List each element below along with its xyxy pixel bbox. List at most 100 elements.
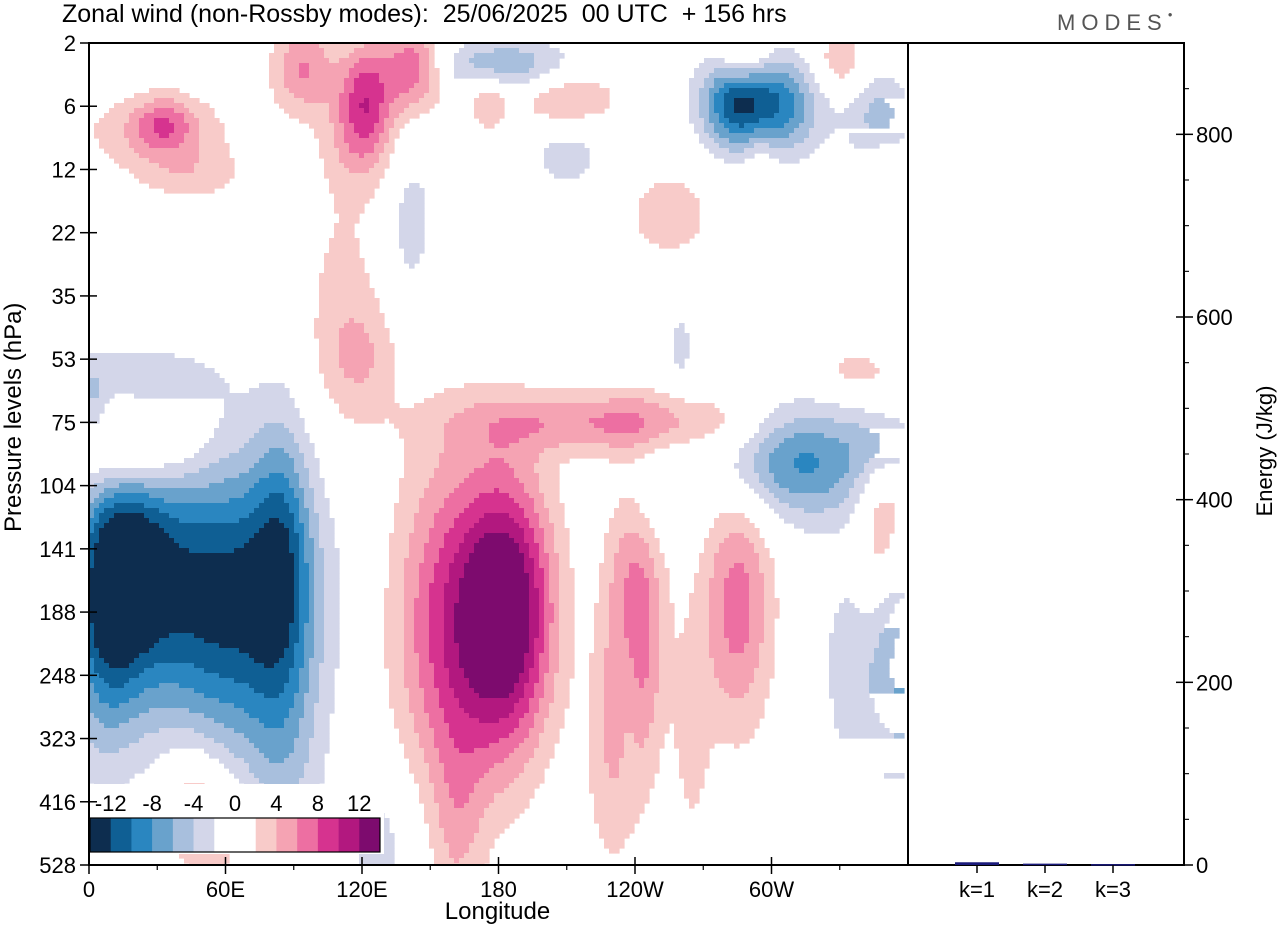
heatmap-cell xyxy=(339,113,350,119)
heatmap-cell xyxy=(754,673,775,679)
heatmap-cell xyxy=(724,613,750,619)
heatmap-cell xyxy=(419,58,430,64)
heatmap-cell xyxy=(704,143,720,149)
heatmap-cell xyxy=(289,678,300,684)
heatmap-cell xyxy=(219,698,295,704)
heatmap-cell xyxy=(589,673,605,679)
heatmap-cell xyxy=(539,453,645,459)
heatmap-cell xyxy=(824,53,855,59)
heatmap-cell xyxy=(459,653,525,659)
heatmap-cell xyxy=(544,588,550,594)
heatmap-cell xyxy=(529,588,540,594)
heatmap-cell xyxy=(524,763,550,769)
heatmap-cell xyxy=(404,603,415,609)
heatmap-cell xyxy=(709,73,750,79)
heatmap-cell xyxy=(559,638,575,644)
heatmap-cell xyxy=(384,618,405,624)
heatmap-cell xyxy=(534,578,545,584)
heatmap-cell xyxy=(419,653,430,659)
heatmap-cell xyxy=(544,568,550,574)
heatmap-cell xyxy=(544,498,560,504)
heatmap-cell xyxy=(709,593,725,599)
heatmap-cell xyxy=(444,448,545,454)
heatmap-cell xyxy=(544,598,550,604)
heatmap-cell xyxy=(99,693,140,699)
heatmap-cell xyxy=(344,368,370,374)
heatmap-cell xyxy=(609,613,625,619)
heatmap-cell xyxy=(369,338,390,344)
heatmap-cell xyxy=(429,833,445,839)
heatmap-cell xyxy=(464,853,490,859)
heatmap-cell xyxy=(149,143,180,149)
heatmap-cell xyxy=(499,738,525,744)
heatmap-cell xyxy=(289,113,330,119)
heatmap-cell xyxy=(679,773,705,779)
heatmap-cell xyxy=(394,98,420,104)
heatmap-cell xyxy=(529,623,540,629)
heatmap-cell xyxy=(429,88,440,94)
heatmap-cell xyxy=(309,748,330,754)
heatmap-cell xyxy=(544,548,555,554)
heatmap-cell xyxy=(324,378,355,384)
heatmap-cell xyxy=(449,678,470,684)
heatmap-cell xyxy=(404,198,425,204)
heatmap-cell xyxy=(429,633,445,639)
heatmap-cell xyxy=(549,648,560,654)
heatmap-cell xyxy=(814,468,850,474)
heatmap-cell xyxy=(444,598,460,604)
heatmap-cell xyxy=(419,583,430,589)
heatmap-cell xyxy=(534,508,550,514)
heatmap-cell xyxy=(249,513,295,519)
heatmap-cell xyxy=(314,623,325,629)
heatmap-cell xyxy=(879,633,900,639)
heatmap-cell xyxy=(239,448,270,454)
heatmap-cell xyxy=(169,633,195,639)
heatmap-cell xyxy=(404,258,420,264)
heatmap-cell xyxy=(689,603,710,609)
heatmap-cell xyxy=(534,538,545,544)
heatmap-cell xyxy=(344,138,380,144)
heatmap-cell xyxy=(489,768,525,774)
heatmap-cell xyxy=(384,93,400,99)
heatmap-cell xyxy=(499,488,525,494)
heatmap-cell xyxy=(144,733,205,739)
heatmap-cell xyxy=(489,438,520,444)
heatmap-cell xyxy=(439,458,490,464)
heatmap-cell xyxy=(649,548,660,554)
heatmap-cell xyxy=(269,73,285,79)
heatmap-cell xyxy=(344,78,355,84)
heatmap-cell xyxy=(119,748,170,754)
heatmap-cell xyxy=(379,118,385,124)
energy-tick-label: 0 xyxy=(1196,853,1208,878)
heatmap-cell xyxy=(414,713,430,719)
bar-category-label: k=1 xyxy=(959,877,995,902)
heatmap-cell xyxy=(539,523,555,529)
heatmap-cell xyxy=(604,413,640,419)
heatmap-cell xyxy=(464,43,550,49)
heatmap-cell xyxy=(94,683,110,689)
heatmap-cell xyxy=(539,418,590,424)
heatmap-cell xyxy=(634,668,650,674)
heatmap-cell xyxy=(649,728,670,734)
heatmap-cell xyxy=(794,113,805,119)
heatmap-cell xyxy=(864,468,875,474)
heatmap-cell xyxy=(644,423,680,429)
heatmap-cell xyxy=(299,573,310,579)
heatmap-cell xyxy=(394,718,415,724)
heatmap-cell xyxy=(479,818,515,824)
heatmap-cell xyxy=(294,643,305,649)
heatmap-cell xyxy=(619,503,640,509)
heatmap-cell xyxy=(479,118,500,124)
heatmap-cell xyxy=(299,728,315,734)
colorbar-swatch xyxy=(338,818,360,852)
heatmap-cell xyxy=(854,143,880,149)
colorbar-swatch xyxy=(172,818,194,852)
heatmap-cell xyxy=(94,128,125,134)
heatmap-cell xyxy=(209,438,250,444)
heatmap-cell xyxy=(714,573,730,579)
heatmap-cell xyxy=(484,533,510,539)
heatmap-cell xyxy=(419,53,430,59)
heatmap-cell xyxy=(309,663,320,669)
heatmap-cell xyxy=(874,528,895,534)
heatmap-cell xyxy=(284,448,300,454)
